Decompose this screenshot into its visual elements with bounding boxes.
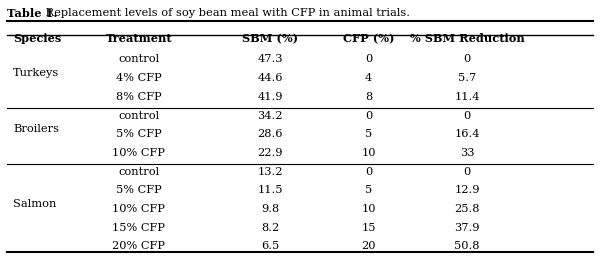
Text: Replacement levels of soy bean meal with CFP in animal trials.: Replacement levels of soy bean meal with… bbox=[42, 8, 410, 18]
Text: 47.3: 47.3 bbox=[257, 54, 283, 64]
Text: 41.9: 41.9 bbox=[257, 92, 283, 102]
Text: Species: Species bbox=[13, 33, 62, 44]
Text: 5.7: 5.7 bbox=[458, 73, 476, 83]
Text: 50.8: 50.8 bbox=[454, 241, 480, 251]
Text: 20% CFP: 20% CFP bbox=[112, 241, 165, 251]
Text: 20: 20 bbox=[361, 241, 376, 251]
Text: 33: 33 bbox=[460, 148, 475, 158]
Text: control: control bbox=[118, 111, 160, 120]
Text: 0: 0 bbox=[464, 111, 471, 120]
Text: 34.2: 34.2 bbox=[257, 111, 283, 120]
Text: 5% CFP: 5% CFP bbox=[116, 185, 161, 195]
Text: 0: 0 bbox=[365, 111, 373, 120]
Text: 5: 5 bbox=[365, 185, 373, 195]
Text: 44.6: 44.6 bbox=[257, 73, 283, 83]
Text: Broilers: Broilers bbox=[13, 124, 59, 134]
Text: 13.2: 13.2 bbox=[257, 167, 283, 177]
Text: 0: 0 bbox=[365, 167, 373, 177]
Text: Treatment: Treatment bbox=[106, 33, 172, 44]
Text: % SBM Reduction: % SBM Reduction bbox=[410, 33, 524, 44]
Text: Turkeys: Turkeys bbox=[13, 68, 59, 78]
Text: 4: 4 bbox=[365, 73, 373, 83]
Text: control: control bbox=[118, 167, 160, 177]
Text: 25.8: 25.8 bbox=[454, 204, 480, 214]
Text: 10% CFP: 10% CFP bbox=[112, 204, 165, 214]
Text: 5: 5 bbox=[365, 129, 373, 139]
Text: 28.6: 28.6 bbox=[257, 129, 283, 139]
Text: 12.9: 12.9 bbox=[454, 185, 480, 195]
Text: 8% CFP: 8% CFP bbox=[116, 92, 161, 102]
Text: CFP (%): CFP (%) bbox=[343, 33, 394, 44]
Text: 0: 0 bbox=[464, 167, 471, 177]
Text: 8.2: 8.2 bbox=[261, 223, 279, 233]
Text: 4% CFP: 4% CFP bbox=[116, 73, 161, 83]
Text: 5% CFP: 5% CFP bbox=[116, 129, 161, 139]
Text: 11.5: 11.5 bbox=[257, 185, 283, 195]
Text: 15: 15 bbox=[361, 223, 376, 233]
Text: 10: 10 bbox=[361, 204, 376, 214]
Text: 16.4: 16.4 bbox=[454, 129, 480, 139]
Text: 10: 10 bbox=[361, 148, 376, 158]
Text: 6.5: 6.5 bbox=[261, 241, 279, 251]
Text: SBM (%): SBM (%) bbox=[242, 33, 298, 44]
Text: 9.8: 9.8 bbox=[261, 204, 279, 214]
Text: 10% CFP: 10% CFP bbox=[112, 148, 165, 158]
Text: Table 1.: Table 1. bbox=[7, 8, 58, 19]
Text: control: control bbox=[118, 54, 160, 64]
Text: 8: 8 bbox=[365, 92, 373, 102]
Text: 11.4: 11.4 bbox=[454, 92, 480, 102]
Text: 22.9: 22.9 bbox=[257, 148, 283, 158]
Text: 37.9: 37.9 bbox=[454, 223, 480, 233]
Text: 0: 0 bbox=[464, 54, 471, 64]
Text: Salmon: Salmon bbox=[13, 199, 57, 209]
Text: 15% CFP: 15% CFP bbox=[112, 223, 165, 233]
Text: 0: 0 bbox=[365, 54, 373, 64]
